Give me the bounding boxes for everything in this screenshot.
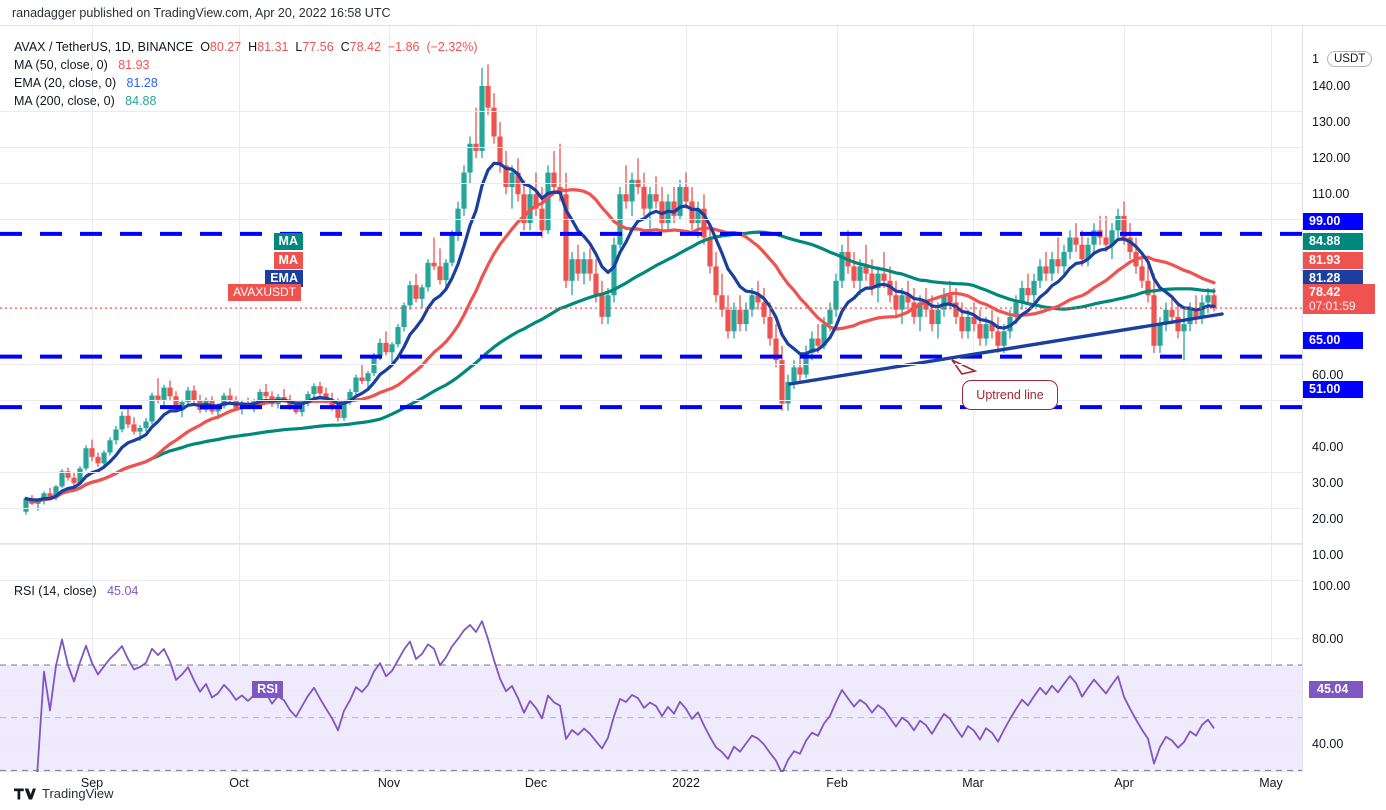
gridline-vertical [389, 26, 390, 772]
gridline-vertical [239, 26, 240, 772]
rsi-value-badge[interactable]: 45.04 [1309, 681, 1363, 698]
gridline-vertical [92, 26, 93, 772]
legend-ma200-value: 84.88 [125, 94, 157, 108]
time-axis[interactable]: Sep Oct Nov Dec 2022 Feb Mar Apr May [0, 772, 1386, 798]
time-axis-tick: May [1259, 776, 1283, 790]
price-axis-tick: 10.00 [1312, 548, 1344, 562]
level-badge-51[interactable]: 51.00 [1303, 381, 1363, 398]
time-axis-tick: 2022 [672, 776, 700, 790]
legend-ohlc-row[interactable]: AVAX / TetherUS, 1D, BINANCE O80.27 H81.… [14, 38, 478, 56]
gridline-horizontal [0, 219, 1302, 221]
attribution-text: ranadagger published on TradingView.com,… [12, 5, 391, 20]
price-axis-tick: 40.00 [1312, 439, 1344, 454]
gridline-horizontal [0, 507, 1302, 509]
gridline-vertical [1271, 26, 1272, 772]
rsi-axis-tick: 40.00 [1312, 737, 1344, 751]
price-axis-tick: 20.00 [1312, 511, 1344, 526]
gridline-vertical [686, 26, 687, 772]
uptrend-line-callout[interactable]: Uptrend line [962, 380, 1058, 410]
symbol-price-tag[interactable]: AVAXUSDT [228, 284, 301, 301]
legend-ema20-value: 81.28 [126, 76, 158, 90]
rsi-legend[interactable]: RSI (14, close) 45.04 [14, 584, 138, 598]
time-axis-tick: Feb [826, 776, 848, 790]
legend-open-value: 80.27 [209, 40, 242, 54]
rsi-legend-value: 45.04 [107, 584, 139, 598]
last-price-badge[interactable]: 78.42 07:01:59 [1303, 284, 1375, 314]
uptrend-callout-label: Uptrend line [976, 388, 1044, 402]
legend-change: −1.86 [387, 40, 420, 54]
level-badge-99[interactable]: 99.00 [1303, 213, 1363, 230]
legend-symbol: AVAX / TetherUS, 1D, BINANCE [14, 40, 194, 54]
price-unit-badge[interactable]: USDT [1327, 51, 1373, 67]
tradingview-brand-label: TradingView [42, 786, 114, 801]
price-axis-tick: 120.00 [1312, 151, 1351, 166]
legend-low-value: 77.56 [302, 40, 334, 54]
legend-ma200-row[interactable]: MA (200, close, 0) 84.88 [14, 92, 478, 110]
legend-open-label: O [200, 40, 210, 54]
legend-ma50-row[interactable]: MA (50, close, 0) 81.93 [14, 56, 478, 74]
time-axis-tick: Nov [377, 776, 401, 790]
ma50-price-badge[interactable]: 81.93 [1303, 252, 1363, 269]
level-badge-65[interactable]: 65.00 [1303, 332, 1363, 349]
legend-change-percent: (−2.32%) [426, 40, 478, 54]
legend-ma200-label: MA (200, close, 0) [14, 94, 115, 108]
ma200-price-badge[interactable]: 84.88 [1303, 233, 1363, 250]
legend-high-value: 81.31 [257, 40, 289, 54]
price-axis-tick: 30.00 [1312, 475, 1344, 490]
legend-low-label: L [295, 40, 303, 54]
price-axis[interactable]: 1 USDT 140.00130.00120.00110.0070.0060.0… [1302, 26, 1386, 772]
last-price-value: 78.42 [1309, 285, 1341, 299]
time-axis-tick: Dec [524, 776, 548, 790]
chart-plot-area[interactable] [0, 26, 1302, 772]
rsi-chart-svg [0, 620, 1302, 772]
legend-high-label: H [248, 40, 258, 54]
chart-frame: AVAX / TetherUS, 1D, BINANCE O80.27 H81.… [0, 25, 1386, 772]
ema20-tag-badge[interactable]: EMA [265, 270, 303, 287]
legend-ma50-label: MA (50, close, 0) [14, 58, 108, 72]
rsi-tag-badge[interactable]: RSI [252, 681, 283, 698]
rsi-axis-tick: 80.00 [1312, 631, 1344, 646]
price-axis-tick: 130.00 [1312, 115, 1351, 130]
gridline-horizontal [0, 111, 1302, 112]
time-axis-tick: Apr [1114, 776, 1134, 790]
time-axis-tick: Sep [80, 776, 104, 790]
gridline-horizontal [0, 543, 1302, 545]
gridline-vertical [837, 26, 838, 772]
legend-ema20-row[interactable]: EMA (20, close, 0) 81.28 [14, 74, 478, 92]
gridline-horizontal [0, 580, 1302, 581]
tradingview-logo-icon [14, 788, 36, 799]
price-axis-tick: 60.00 [1312, 367, 1344, 382]
tradingview-footer: TradingView [14, 786, 114, 801]
bar-countdown: 07:01:59 [1309, 299, 1356, 313]
gridline-horizontal [0, 363, 1302, 365]
gridline-horizontal [0, 183, 1302, 185]
ma50-tag-badge[interactable]: MA [273, 252, 303, 269]
time-axis-tick: Mar [962, 776, 984, 790]
gridline-horizontal [0, 147, 1302, 149]
price-axis-tick: 140.00 [1312, 79, 1351, 93]
gridline-vertical [536, 26, 537, 772]
ma200-tag-badge[interactable]: MA [273, 233, 303, 250]
price-chart-svg [0, 64, 1302, 515]
price-axis-tick: 110.00 [1312, 187, 1350, 202]
pane-divider[interactable] [0, 543, 1386, 544]
gridline-horizontal [0, 471, 1302, 473]
chart-legend: AVAX / TetherUS, 1D, BINANCE O80.27 H81.… [14, 38, 478, 110]
gridline-horizontal [0, 399, 1302, 401]
attribution-bar: ranadagger published on TradingView.com,… [0, 0, 1386, 25]
legend-close-value: 78.42 [349, 40, 381, 54]
gridline-vertical [1124, 26, 1125, 772]
time-axis-tick: Oct [229, 776, 249, 790]
legend-ma50-value: 81.93 [118, 58, 150, 72]
ema20-price-badge[interactable]: 81.28 [1303, 270, 1363, 287]
rsi-axis-tick: 100.00 [1312, 579, 1351, 593]
legend-ema20-label: EMA (20, close, 0) [14, 76, 117, 90]
price-unit-prefix: 1 [1312, 52, 1319, 66]
rsi-legend-label: RSI (14, close) [14, 584, 97, 598]
legend-close-label: C [340, 40, 350, 54]
